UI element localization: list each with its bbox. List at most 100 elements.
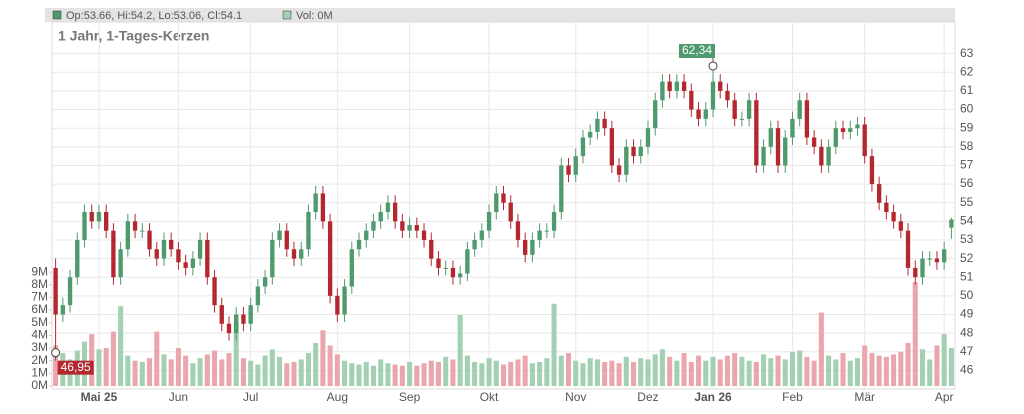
volume-bar [688,361,694,386]
volume-bar [717,359,723,386]
volume-bar [284,363,290,386]
candle-body [616,165,622,175]
volume-bar [941,334,947,386]
volume-bar [789,351,795,386]
y-tick-label: 55 [960,195,974,209]
y-tick-label: 50 [960,288,974,302]
candle-body [941,249,947,263]
candle-body [797,100,802,119]
y-tick-label: 59 [960,120,974,134]
volume-bar [580,363,586,386]
candle-body [573,156,578,175]
candle-body [299,249,304,259]
volume-bar [898,351,904,386]
volume-bar [826,355,832,386]
candle-body [804,100,810,138]
candle-body [262,277,268,287]
volume-bar [154,331,160,386]
volume-bar [161,354,167,386]
volume-bar [277,356,283,386]
candle-body [898,221,903,231]
volume-bar [392,364,398,386]
volume-bar [537,361,543,386]
volume-bar [948,348,954,386]
candle-body [913,267,918,278]
volume-bar [175,348,181,386]
volume-bar [139,361,145,386]
volume-bar [457,315,463,386]
volume-bar [255,364,261,386]
x-tick-label: Apr [935,390,954,404]
candle-body [385,202,391,213]
candle-body [414,225,419,231]
candle-body [746,100,752,119]
candle-body [696,109,701,119]
candle-body [905,230,911,268]
y-tick-label: 62 [960,64,974,78]
candle-body [118,249,123,278]
candle-body [205,239,210,278]
candle-body [891,212,896,222]
candle-body [104,212,109,231]
candle-body [653,100,658,129]
x-tick-label: Sep [399,390,421,404]
y-tick-label: 49 [960,307,974,321]
candle-body [537,230,542,240]
candle-body [674,81,680,91]
volume-bar [190,363,196,386]
min-label: 46,95 [61,360,91,374]
candle-body [718,81,723,91]
candle-body [486,212,492,231]
volume-bar [450,359,456,386]
volume-bar [183,355,189,386]
candle-body [320,193,326,222]
volume-bar [753,361,759,386]
candle-body [392,202,398,222]
volume-bar [269,349,275,386]
candle-body [248,305,253,324]
candle-body [783,137,788,166]
candle-body [754,100,759,166]
volume-bar [327,345,333,386]
volume-bar [631,361,637,386]
volume-bar [891,354,897,386]
volume-bar [919,349,926,386]
volume-bar [840,353,846,386]
volume-bar [811,360,817,386]
candle-body [833,128,838,147]
volume-bar [529,363,535,386]
y-tick-label: 46 [960,363,974,377]
chart-title: 1 Jahr, 1-Tages-Kerzen [58,28,209,44]
volume-bar [739,356,745,386]
candle-body [530,239,535,255]
candle-body [169,239,174,250]
x-tick-label: Nov [565,390,586,404]
volume-bar [428,360,434,386]
candle-body [551,212,557,231]
volume-bar [89,334,95,386]
y-tick-label: 54 [960,214,974,228]
candle-body [270,239,275,278]
candle-body [234,314,239,334]
x-tick-label: Mai 25 [81,390,118,404]
candle-body [501,193,506,203]
candle-body [595,118,600,132]
volume-bar [710,356,716,386]
volume-bar [233,322,239,386]
candle-body [349,249,354,287]
y-tick-label: 47 [960,344,974,358]
candle-body [645,128,651,147]
volume-bar [313,342,319,386]
candle-body [588,131,593,138]
candle-body [710,81,716,110]
volume-bar [883,356,889,386]
candle-body [667,81,672,91]
y-tick-label: 63 [960,46,974,60]
candle-body [89,212,94,222]
candle-body [465,249,470,274]
volume-bar [378,359,384,386]
candle-body [161,239,167,259]
candle-body [479,230,484,240]
volume-bar [479,363,485,386]
